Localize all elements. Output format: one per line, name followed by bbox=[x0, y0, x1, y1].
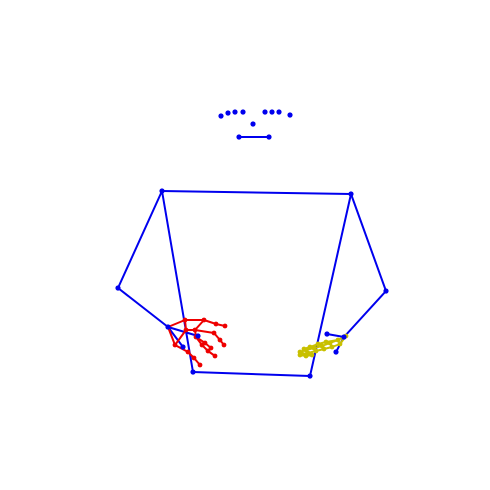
left-hand-keypoint-12 bbox=[337, 341, 343, 347]
body-keypoint-left-wrist bbox=[165, 324, 171, 330]
body-keypoint-right-eye-2 bbox=[269, 109, 275, 115]
body-keypoints bbox=[115, 109, 389, 379]
body-keypoint-right-eye-1 bbox=[262, 109, 268, 115]
left-hand-keypoint-11 bbox=[329, 344, 335, 350]
body-keypoint-right-hip bbox=[307, 373, 313, 379]
left-hand-keypoint-2 bbox=[327, 340, 333, 346]
left-hand-keypoint-19 bbox=[309, 352, 315, 358]
right-hand-edge-14 bbox=[194, 329, 215, 334]
body-keypoint-mouth-left bbox=[236, 134, 242, 140]
body-keypoint-mouth-right bbox=[266, 134, 272, 140]
body-keypoint-right-elbow bbox=[383, 288, 389, 294]
body-keypoint-left-eye-2 bbox=[232, 109, 238, 115]
right-hand-edge-0 bbox=[167, 319, 186, 328]
body-edge-left-wrist-to-left-hand-a bbox=[167, 326, 184, 348]
body-keypoint-right-hand-a bbox=[324, 331, 330, 337]
body-edge-left-shoulder-to-right-shoulder bbox=[161, 190, 352, 195]
body-edge-right-elbow-to-right-wrist bbox=[343, 290, 387, 338]
left-hand-keypoint-17 bbox=[297, 352, 303, 358]
body-edge-left-shoulder-to-left-elbow bbox=[117, 190, 163, 289]
right-hand-edge-9 bbox=[174, 329, 187, 346]
body-keypoint-right-wrist bbox=[341, 334, 347, 340]
right-hand-keypoint-15 bbox=[205, 348, 211, 354]
body-edge-left-shoulder-to-left-hip bbox=[161, 190, 194, 373]
left-hand-keypoint-13 bbox=[301, 346, 307, 352]
right-hand-edge-4 bbox=[167, 326, 176, 346]
right-hand-keypoint-3 bbox=[213, 321, 219, 327]
right-hand-keypoint-8 bbox=[197, 362, 203, 368]
body-edge-right-wrist-to-right-hand-a bbox=[326, 333, 345, 338]
body-keypoint-right-hand-b bbox=[333, 349, 339, 355]
body-edge-left-hip-to-right-hip bbox=[192, 371, 311, 377]
body-keypoint-left-eye-3 bbox=[240, 109, 246, 115]
body-keypoint-left-hand-b bbox=[195, 333, 201, 339]
body-edge-left-elbow-to-left-wrist bbox=[117, 287, 169, 328]
body-keypoint-left-elbow bbox=[115, 285, 121, 291]
right-hand-keypoint-7 bbox=[191, 355, 197, 361]
body-edge-left-wrist-to-left-hand-b bbox=[167, 326, 199, 337]
body-keypoint-left-shoulder bbox=[159, 188, 165, 194]
left-hand-keypoint-10 bbox=[321, 346, 327, 352]
left-hand-keypoint-14 bbox=[307, 344, 313, 350]
left-hand-keypoint-15 bbox=[315, 341, 321, 347]
left-hand-keypoint-1 bbox=[335, 337, 341, 343]
body-keypoint-left-eye-outer bbox=[218, 113, 224, 119]
left-hand-skeleton bbox=[297, 333, 349, 359]
body-keypoint-right-eye-3 bbox=[276, 109, 282, 115]
body-keypoint-right-shoulder bbox=[348, 191, 354, 197]
right-hand-keypoint-6 bbox=[185, 349, 191, 355]
right-hand-keypoint-2 bbox=[201, 317, 207, 323]
right-hand-keypoint-19 bbox=[208, 345, 214, 351]
right-hand-keypoint-11 bbox=[211, 330, 217, 336]
right-hand-keypoint-10 bbox=[192, 327, 198, 333]
right-hand-keypoint-9 bbox=[183, 327, 189, 333]
body-keypoint-nose bbox=[250, 121, 256, 127]
right-hand-keypoint-18 bbox=[202, 340, 208, 346]
right-hand-keypoint-13 bbox=[221, 342, 227, 348]
left-hand-keypoint-18 bbox=[303, 353, 309, 359]
body-keypoint-right-eye-outer bbox=[287, 112, 293, 118]
right-hand-keypoint-5 bbox=[172, 342, 178, 348]
body-keypoint-left-hand-a bbox=[180, 344, 186, 350]
right-hand-skeleton bbox=[165, 317, 228, 368]
body-keypoint-left-hip bbox=[190, 369, 196, 375]
body-keypoint-left-eye-1 bbox=[225, 110, 231, 116]
right-hand-keypoint-16 bbox=[212, 353, 218, 359]
left-hand-keypoint-16 bbox=[323, 339, 329, 345]
right-hand-keypoint-1 bbox=[182, 317, 188, 323]
body-edge-right-shoulder-to-right-elbow bbox=[350, 193, 387, 292]
right-hand-keypoint-4 bbox=[222, 323, 228, 329]
left-hand-keypoint-9 bbox=[313, 348, 319, 354]
right-hand-keypoint-12 bbox=[217, 337, 223, 343]
